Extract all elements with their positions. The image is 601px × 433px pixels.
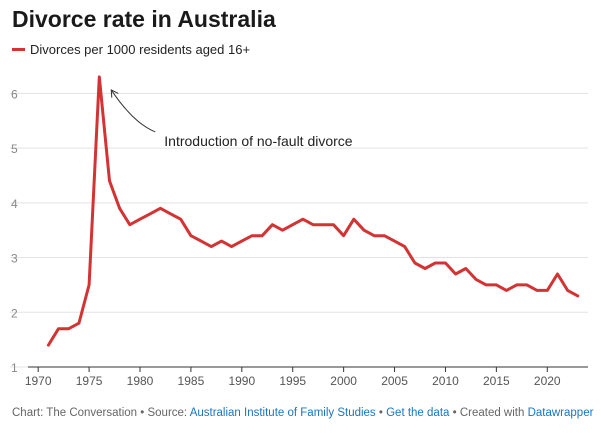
legend-swatch <box>12 48 25 51</box>
x-tick-label: 1995 <box>279 374 306 388</box>
x-tick-label: 1970 <box>25 374 52 388</box>
legend-label: Divorces per 1000 residents aged 16+ <box>30 42 251 57</box>
x-tick-label: 1985 <box>178 374 205 388</box>
x-tick-label: 2000 <box>330 374 357 388</box>
y-tick-label: 1 <box>11 361 18 375</box>
x-tick-label: 1990 <box>228 374 255 388</box>
chart-footer: Chart: The Conversation • Source: Austra… <box>12 407 593 419</box>
x-tick-label: 2005 <box>381 374 408 388</box>
legend: Divorces per 1000 residents aged 16+ <box>12 42 250 57</box>
x-tick-label: 2015 <box>483 374 510 388</box>
footer-separator: • <box>375 407 387 419</box>
footer-created-with: • Created with <box>449 407 528 419</box>
x-tick-label: 1975 <box>76 374 103 388</box>
x-tick-label: 2020 <box>534 374 561 388</box>
x-tick-label: 1980 <box>127 374 154 388</box>
annotation-label: Introduction of no-fault divorce <box>164 133 353 149</box>
y-tick-label: 4 <box>11 197 18 211</box>
y-tick-label: 6 <box>11 87 18 101</box>
y-tick-label: 2 <box>11 306 18 320</box>
annotation-arrow <box>111 90 156 133</box>
line-chart: 1 2 3 4 5 6 1970 1975 1980 1985 1990 1995 2000 2005 20… <box>10 75 588 388</box>
source-link[interactable]: Australian Institute of Family Studies <box>189 407 376 419</box>
series-line <box>46 75 580 347</box>
footer-credit: Chart: The Conversation • Source: <box>12 407 190 419</box>
x-tick-label: 2010 <box>432 374 459 388</box>
get-data-link[interactable]: Get the data <box>386 407 450 419</box>
y-tick-label: 3 <box>11 252 18 266</box>
datawrapper-link[interactable]: Datawrapper <box>527 407 594 419</box>
chart-title: Divorce rate in Australia <box>12 6 276 32</box>
y-tick-label: 5 <box>11 142 18 156</box>
